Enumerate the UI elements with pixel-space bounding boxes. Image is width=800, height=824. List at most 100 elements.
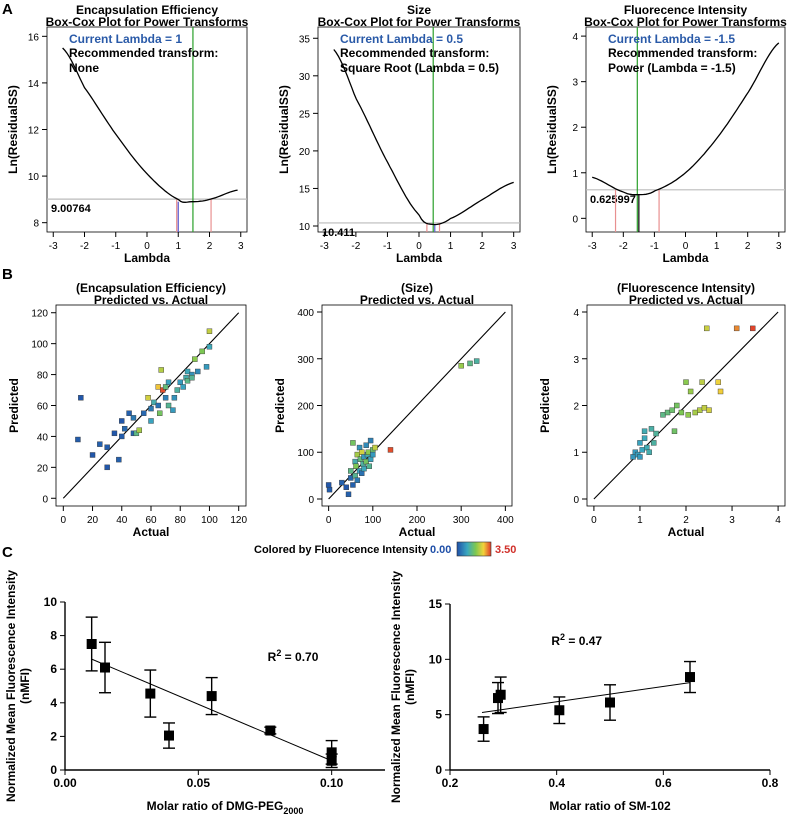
data-point: [687, 388, 694, 395]
x-tick-label: 1: [448, 241, 454, 252]
boxcox-curve: [592, 42, 780, 196]
x-tick-label: 4: [775, 515, 781, 526]
y-tick-label: 1: [573, 448, 579, 459]
data-point: [162, 384, 169, 390]
y-tick-label: 12: [28, 126, 40, 137]
r-squared-label: R2 = 0.47: [551, 632, 602, 648]
x-axis-label: Actual: [399, 525, 436, 539]
data-point: [639, 447, 645, 453]
x-tick-label: 40: [116, 515, 128, 526]
data-point: [180, 384, 186, 390]
data-point: [648, 426, 655, 432]
data-point: [136, 427, 143, 433]
identity-line: [62, 312, 240, 499]
data-point: [157, 410, 163, 416]
y-tick-label: 30: [299, 72, 311, 83]
panel-label-a: A: [2, 1, 13, 18]
data-point: [195, 368, 201, 375]
data-point: [192, 356, 198, 362]
data-point: [641, 435, 648, 441]
data-point: [354, 477, 361, 483]
data-point: [701, 405, 708, 411]
x-axis-label-main: Molar ratio of SM-102: [549, 799, 671, 813]
data-point: [467, 360, 473, 367]
x-tick-label: 0.4: [548, 776, 565, 790]
data-point: [89, 452, 96, 458]
chart-subtitle: Box-Cox Plot for Power Transforms: [46, 15, 249, 29]
data-point: [145, 395, 151, 401]
y-axis-label-line2: (nMFI): [18, 668, 32, 704]
data-point: [356, 444, 363, 451]
data-point: [100, 662, 110, 673]
y-tick-label: 10: [44, 595, 58, 609]
data-point: [605, 697, 615, 708]
data-point: [148, 405, 154, 412]
data-point: [372, 444, 378, 451]
y-axis-label: Predicted: [273, 378, 287, 433]
boxcox-curve: [62, 47, 238, 203]
data-point: [206, 691, 217, 702]
x-tick-label: 20: [87, 515, 99, 526]
chart-pva_fi: (Fluorescence Intensity)Predicted vs. Ac…: [538, 281, 786, 539]
data-point: [717, 388, 724, 395]
y-tick-label: 4: [50, 696, 57, 710]
current-lambda-label: Current Lambda = -1.5: [608, 32, 735, 46]
data-point: [326, 747, 337, 758]
colorbar-max: 3.50: [495, 544, 516, 556]
x-tick-label: 0.6: [655, 776, 672, 790]
y-tick-label: 16: [28, 32, 40, 43]
chart-pva_ee: (Encapsulation Efficiency)Predicted vs. …: [7, 281, 247, 539]
y-tick-label: 8: [50, 629, 57, 643]
data-point: [78, 395, 84, 401]
x-tick-label: 60: [145, 515, 157, 526]
data-point: [653, 430, 659, 437]
chart-subtitle: Predicted vs. Actual: [94, 293, 208, 307]
x-tick-label: 0.10: [320, 776, 344, 790]
x-tick-label: 1: [175, 241, 181, 252]
chart-title: Fluorecence Intensity: [624, 3, 748, 17]
x-tick-label: 300: [453, 515, 470, 526]
data-point: [348, 468, 354, 474]
recommended-value: Square Root (Lambda = 0.5): [340, 61, 499, 75]
x-axis-label: Lambda: [396, 251, 442, 265]
data-point: [140, 410, 147, 416]
y-axis-label: Predicted: [7, 378, 21, 433]
data-point: [350, 482, 356, 488]
data-point: [366, 463, 372, 469]
y-tick-label: 3: [573, 355, 579, 366]
x-tick-label: -2: [80, 241, 89, 252]
y-tick-label: 0: [573, 495, 579, 506]
data-point: [325, 482, 332, 488]
y-axis-label-line1: Normalized Mean Fluorescence Intensity: [389, 571, 403, 803]
data-point: [669, 407, 675, 413]
data-point: [646, 449, 652, 455]
data-point: [359, 449, 365, 455]
data-point: [343, 484, 350, 491]
data-point: [158, 367, 164, 373]
x-tick-label: 0: [591, 515, 597, 526]
data-point: [637, 440, 643, 446]
y-tick-label: 4: [572, 32, 578, 43]
x-tick-label: 400: [497, 515, 514, 526]
colorbar-label: Colored by Fluorecence Intensity: [254, 544, 428, 556]
x-tick-label: 0: [683, 241, 689, 252]
data-point: [352, 472, 358, 479]
data-point: [170, 407, 176, 413]
x-axis-label: Actual: [668, 525, 705, 539]
data-point: [644, 444, 650, 451]
data-point: [363, 442, 369, 448]
x-tick-label: 0: [326, 515, 332, 526]
x-tick-label: 3: [511, 241, 517, 252]
data-point: [116, 456, 122, 463]
y-tick-label: 200: [297, 402, 314, 413]
data-point: [104, 444, 110, 450]
data-point: [121, 425, 128, 432]
x-tick-label: 2: [479, 241, 485, 252]
data-point: [203, 364, 210, 370]
data-point: [685, 672, 695, 683]
y-tick-label: 6: [50, 662, 57, 676]
data-point: [706, 407, 712, 413]
